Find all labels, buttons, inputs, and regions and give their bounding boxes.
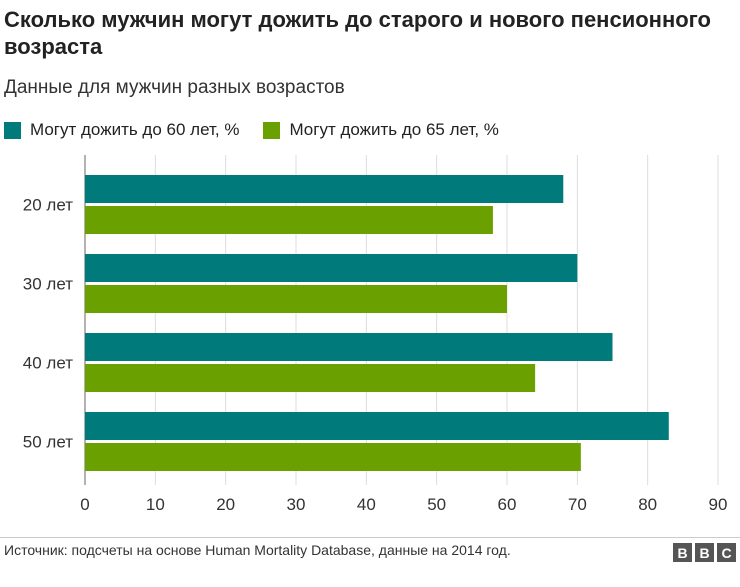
bbc-logo-letter-3: C — [717, 543, 736, 562]
bbc-logo-letter-2: B — [695, 543, 714, 562]
legend-item-60: Могут дожить до 60 лет, % — [4, 120, 239, 140]
chart-subtitle: Данные для мужчин разных возрастов — [4, 77, 345, 98]
legend-label-60: Могут дожить до 60 лет, % — [30, 120, 240, 139]
bbc-logo: B B C — [670, 543, 736, 562]
category-label: 20 лет — [23, 196, 73, 215]
x-tick-label: 20 — [216, 495, 235, 514]
x-tick-label: 10 — [146, 495, 165, 514]
bar — [85, 364, 536, 392]
x-tick-label: 80 — [638, 495, 657, 514]
x-tick-label: 50 — [427, 495, 446, 514]
chart-title: Сколько мужчин могут дожить до старого и… — [4, 7, 711, 59]
x-tick-label: 40 — [357, 495, 376, 514]
category-label: 30 лет — [23, 275, 73, 294]
x-tick-label: 90 — [709, 495, 728, 514]
bar-chart: 0 10 20 30 40 50 60 70 80 90 20 лет 30 лет 40 лет 50 … — [23, 155, 728, 514]
bar — [85, 333, 613, 361]
legend-item-65: Могут дожить до 65 лет, % — [263, 120, 499, 140]
x-tick-label: 70 — [568, 495, 587, 514]
category-label: 40 лет — [23, 354, 73, 373]
footer-divider — [0, 537, 740, 538]
bbc-logo-letter-1: B — [673, 543, 692, 562]
bar — [85, 285, 507, 313]
bar — [85, 412, 669, 440]
category-label: 50 лет — [23, 433, 73, 452]
bar — [85, 254, 578, 282]
legend: Могут дожить до 60 лет, % Могут дожить д… — [4, 120, 523, 140]
bar — [85, 443, 581, 471]
x-tick-label: 0 — [80, 495, 89, 514]
x-tick-label: 30 — [287, 495, 306, 514]
legend-swatch-60 — [4, 121, 21, 139]
legend-label-65: Могут дожить до 65 лет, % — [289, 120, 499, 139]
legend-swatch-65 — [263, 121, 281, 139]
bar — [85, 206, 493, 234]
bar — [85, 175, 564, 203]
x-tick-label: 60 — [498, 495, 517, 514]
source-note: Источник: подсчеты на основе Human Morta… — [4, 542, 511, 558]
